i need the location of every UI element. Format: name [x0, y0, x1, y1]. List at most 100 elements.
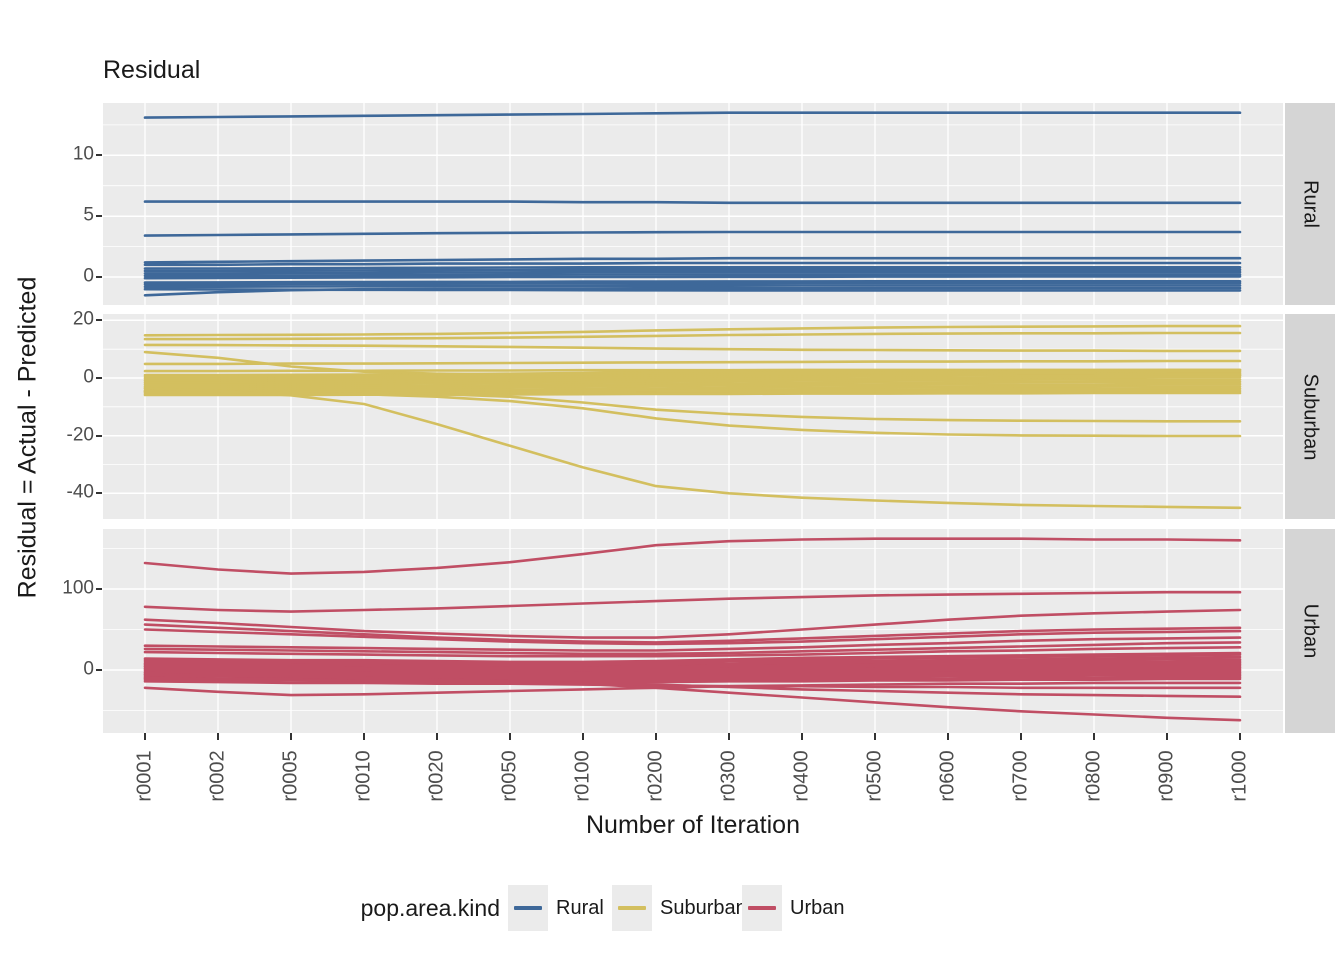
- x-tick-mark: [1166, 733, 1168, 740]
- series-line-suburban: [143, 389, 1242, 423]
- series-line-urban: [143, 671, 1242, 678]
- facet-strip-label: Urban: [1299, 603, 1322, 659]
- series-line-urban: [143, 641, 1242, 656]
- x-tick-label-text: r0001: [133, 750, 156, 802]
- series-line-suburban: [143, 359, 1242, 366]
- facet-strip-label: Suburban: [1299, 373, 1322, 460]
- x-tick-label-text: r0900: [1155, 750, 1178, 802]
- x-tick-label-text: r0300: [717, 750, 740, 802]
- x-tick-mark: [655, 733, 657, 740]
- x-tick-mark: [436, 733, 438, 740]
- x-tick-label-text: r0010: [352, 750, 375, 802]
- series-line-suburban: [143, 375, 1242, 384]
- series-line-rural: [143, 256, 1242, 264]
- series-line-rural: [143, 280, 1242, 284]
- x-tick-mark: [1239, 733, 1241, 740]
- series-line-suburban: [143, 324, 1242, 337]
- x-tick-label-text: r0005: [279, 750, 302, 802]
- series-line-urban: [143, 655, 1242, 667]
- x-tick-mark: [947, 733, 949, 740]
- facet-strip-suburban: Suburban: [1285, 314, 1335, 519]
- series-line-urban: [143, 636, 1242, 652]
- x-tick-mark: [363, 733, 365, 740]
- x-tick-label-text: r0700: [1009, 750, 1032, 802]
- x-tick-label-text: r0500: [863, 750, 886, 802]
- series-line-suburban: [143, 385, 1242, 392]
- series-line-urban: [143, 623, 1242, 644]
- legend-title: pop.area.kind: [360, 895, 500, 921]
- x-tick-label-text: r0002: [206, 750, 229, 802]
- series-line-suburban: [143, 370, 1242, 379]
- facet-strip-urban: Urban: [1285, 529, 1335, 733]
- y-tick-label: 0: [83, 366, 94, 388]
- series-line-rural: [143, 270, 1242, 275]
- x-tick-label-text: r0600: [936, 750, 959, 802]
- x-tick-label-text: r0200: [644, 750, 667, 802]
- legend-key-suburban: [612, 885, 652, 931]
- x-tick-label-text: r0020: [425, 750, 448, 802]
- series-line-urban: [143, 666, 1242, 674]
- facet-strip-label: Rural: [1299, 180, 1322, 228]
- y-tick-label: 10: [72, 143, 94, 165]
- x-tick-label-text: r0400: [790, 750, 813, 802]
- y-tick-mark: [96, 434, 102, 437]
- series-line-urban: [143, 676, 1242, 698]
- series-line-rural: [143, 284, 1242, 288]
- y-tick-mark: [96, 492, 102, 495]
- series-line-rural: [143, 266, 1242, 270]
- series-line-suburban: [143, 380, 1242, 388]
- series-line-rural: [143, 111, 1242, 119]
- x-tick-label-text: r0050: [498, 750, 521, 802]
- series-line-suburban: [143, 373, 1242, 382]
- x-tick-mark: [217, 733, 219, 740]
- series-line-suburban: [143, 343, 1242, 353]
- y-tick-mark: [96, 377, 102, 379]
- legend-label-suburban: Suburban: [660, 897, 747, 919]
- series-line-suburban: [143, 390, 1242, 438]
- legend-label-urban: Urban: [790, 897, 845, 919]
- x-tick-mark: [509, 733, 511, 740]
- x-tick-mark: [1093, 733, 1095, 740]
- x-tick-mark: [801, 733, 803, 740]
- legend-key-line: [618, 906, 646, 910]
- series-line-rural: [143, 268, 1242, 273]
- series-line-rural: [143, 200, 1242, 205]
- y-tick-label: 100: [62, 577, 94, 599]
- series-line-urban: [143, 590, 1242, 613]
- series-line-rural: [143, 275, 1242, 280]
- y-tick-mark: [96, 154, 102, 157]
- x-tick-mark: [144, 733, 146, 740]
- facet-panel-suburban: [103, 314, 1283, 519]
- legend-key-line: [748, 906, 776, 910]
- y-tick-mark: [96, 587, 102, 590]
- facet-strip-rural: Rural: [1285, 103, 1335, 305]
- y-tick-label: 5: [83, 204, 94, 226]
- y-tick-mark: [96, 276, 102, 278]
- x-tick-mark: [290, 733, 292, 740]
- series-line-rural: [143, 286, 1242, 297]
- series-line-urban: [143, 651, 1242, 664]
- series-line-suburban: [143, 378, 1242, 386]
- facet-panel-urban: [103, 529, 1283, 733]
- series-line-suburban: [143, 382, 1242, 390]
- x-tick-mark: [582, 733, 584, 740]
- legend-label-rural: Rural: [556, 897, 604, 919]
- x-tick-label-text: r0100: [571, 750, 594, 802]
- y-tick-mark: [96, 668, 102, 671]
- y-tick-label: 0: [83, 265, 94, 287]
- series-line-urban: [143, 608, 1242, 639]
- y-tick-label: 0: [83, 658, 94, 680]
- series-line-urban: [143, 673, 1242, 722]
- legend-key-line: [514, 906, 542, 910]
- series-line-urban: [143, 646, 1242, 658]
- series-line-urban: [143, 537, 1242, 575]
- y-tick-mark: [96, 215, 102, 218]
- series-line-rural: [143, 230, 1242, 237]
- legend-key-rural: [508, 885, 548, 931]
- series-line-urban: [143, 628, 1242, 646]
- facet-panel-rural: [103, 103, 1283, 305]
- series-line-suburban: [143, 368, 1242, 377]
- series-line-suburban: [143, 331, 1242, 341]
- series-line-suburban: [143, 386, 1242, 510]
- x-tick-label-text: r0800: [1082, 750, 1105, 802]
